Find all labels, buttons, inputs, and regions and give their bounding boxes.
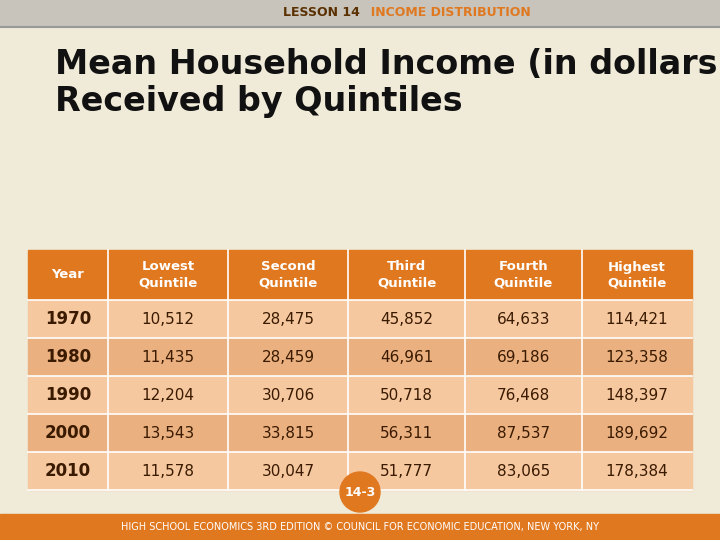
Bar [582, 414, 692, 452]
Bar [228, 300, 348, 338]
Text: Fourth
Quintile: Fourth Quintile [494, 260, 553, 289]
Text: Year: Year [52, 268, 84, 281]
Bar [582, 376, 692, 414]
Bar [582, 452, 692, 490]
Text: 76,468: 76,468 [497, 388, 550, 402]
Bar [348, 338, 465, 376]
Text: 11,578: 11,578 [142, 463, 194, 478]
Bar [348, 414, 465, 452]
Bar [108, 250, 228, 300]
Text: 30,047: 30,047 [261, 463, 315, 478]
Text: Lowest
Quintile: Lowest Quintile [138, 260, 197, 289]
Bar [228, 250, 348, 300]
Bar [465, 452, 582, 490]
Bar [228, 414, 348, 452]
Text: 11,435: 11,435 [141, 349, 194, 364]
Bar [28, 300, 108, 338]
Text: 28,475: 28,475 [261, 312, 315, 327]
Text: 64,633: 64,633 [497, 312, 550, 327]
Bar [348, 452, 465, 490]
Text: 83,065: 83,065 [497, 463, 550, 478]
Text: 30,706: 30,706 [261, 388, 315, 402]
Text: HIGH SCHOOL ECONOMICS 3RD EDITION © COUNCIL FOR ECONOMIC EDUCATION, NEW YORK, NY: HIGH SCHOOL ECONOMICS 3RD EDITION © COUN… [121, 522, 599, 532]
Bar [582, 300, 692, 338]
Text: 33,815: 33,815 [261, 426, 315, 441]
Text: 46,961: 46,961 [380, 349, 433, 364]
Text: LESSON 14: LESSON 14 [283, 6, 360, 19]
Text: 69,186: 69,186 [497, 349, 550, 364]
Text: 1990: 1990 [45, 386, 91, 404]
Bar [108, 376, 228, 414]
Text: 148,397: 148,397 [606, 388, 668, 402]
Bar [465, 414, 582, 452]
Bar [348, 300, 465, 338]
Text: 114,421: 114,421 [606, 312, 668, 327]
Text: 45,852: 45,852 [380, 312, 433, 327]
Text: 51,777: 51,777 [380, 463, 433, 478]
Text: 2010: 2010 [45, 462, 91, 480]
Text: Mean Household Income (in dollars): Mean Household Income (in dollars) [55, 48, 720, 80]
Text: INCOME DISTRIBUTION: INCOME DISTRIBUTION [362, 6, 531, 19]
Bar [108, 452, 228, 490]
Bar [228, 452, 348, 490]
Text: 10,512: 10,512 [142, 312, 194, 327]
Text: Highest
Quintile: Highest Quintile [608, 260, 667, 289]
Text: 12,204: 12,204 [142, 388, 194, 402]
Text: 178,384: 178,384 [606, 463, 668, 478]
Bar [28, 414, 108, 452]
Bar [228, 376, 348, 414]
Text: Third
Quintile: Third Quintile [377, 260, 436, 289]
Text: 13,543: 13,543 [141, 426, 194, 441]
Bar [28, 338, 108, 376]
Bar [0, 0, 720, 26]
Text: Second
Quintile: Second Quintile [258, 260, 318, 289]
Text: 28,459: 28,459 [261, 349, 315, 364]
Bar [582, 250, 692, 300]
Bar [348, 250, 465, 300]
Text: 56,311: 56,311 [380, 426, 433, 441]
Text: 123,358: 123,358 [606, 349, 668, 364]
Bar [28, 452, 108, 490]
Circle shape [340, 472, 380, 512]
Text: 1980: 1980 [45, 348, 91, 366]
Bar [28, 250, 108, 300]
Bar [28, 376, 108, 414]
Bar [582, 338, 692, 376]
Bar [465, 376, 582, 414]
Bar [0, 514, 720, 540]
Text: 50,718: 50,718 [380, 388, 433, 402]
Bar [465, 338, 582, 376]
Bar [108, 300, 228, 338]
Bar [348, 376, 465, 414]
Text: 2000: 2000 [45, 424, 91, 442]
Bar [465, 250, 582, 300]
Text: Received by Quintiles: Received by Quintiles [55, 85, 463, 118]
Bar [108, 338, 228, 376]
Bar [228, 338, 348, 376]
Text: 189,692: 189,692 [606, 426, 668, 441]
Text: 1970: 1970 [45, 310, 91, 328]
Bar [465, 300, 582, 338]
Bar [108, 414, 228, 452]
Text: 14-3: 14-3 [344, 485, 376, 498]
Text: 87,537: 87,537 [497, 426, 550, 441]
